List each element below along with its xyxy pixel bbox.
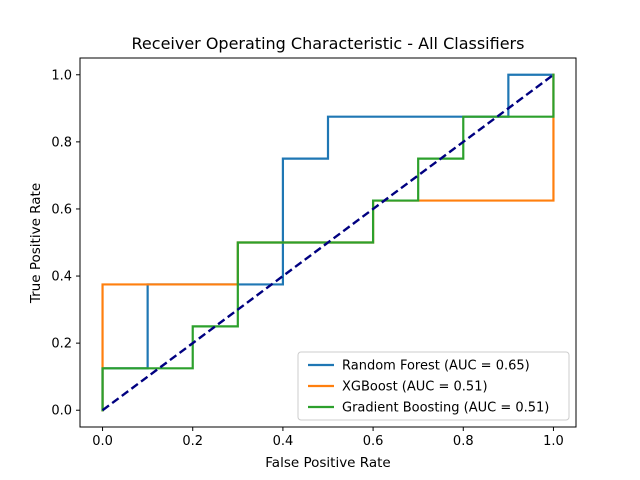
- y-tick-label-1: 0.2: [51, 337, 72, 352]
- series-line-2: [101, 73, 555, 412]
- y-axis-label: True Positive Rate: [28, 183, 44, 304]
- x-tick-label-4: 0.8: [453, 434, 474, 449]
- plot-frame: [79, 57, 577, 428]
- x-tick-label-1: 0.2: [182, 434, 203, 449]
- legend-label-2: Gradient Boosting (AUC = 0.51): [342, 401, 549, 416]
- y-tick-label-0: 0.0: [51, 404, 72, 419]
- x-axis-label: False Positive Rate: [265, 455, 390, 471]
- legend-label-1: XGBoost (AUC = 0.51): [342, 380, 488, 395]
- x-tick-label-2: 0.4: [273, 434, 294, 449]
- x-tick-label-3: 0.6: [363, 434, 384, 449]
- legend-box: [297, 351, 570, 421]
- legend: Random Forest (AUC = 0.65) XGBoost (AUC =…: [297, 351, 570, 421]
- chart-title: Receiver Operating Characteristic - All …: [132, 34, 525, 53]
- y-tick-label-3: 0.6: [51, 202, 72, 217]
- y-tick-label-2: 0.4: [51, 270, 72, 285]
- x-tick-label-5: 1.0: [543, 434, 564, 449]
- legend-label-0: Random Forest (AUC = 0.65): [342, 359, 530, 374]
- x-tick-label-0: 0.0: [92, 434, 113, 449]
- reference-line: [101, 73, 555, 412]
- y-tick-label-5: 1.0: [51, 68, 72, 83]
- y-tick-label-4: 0.8: [51, 135, 72, 150]
